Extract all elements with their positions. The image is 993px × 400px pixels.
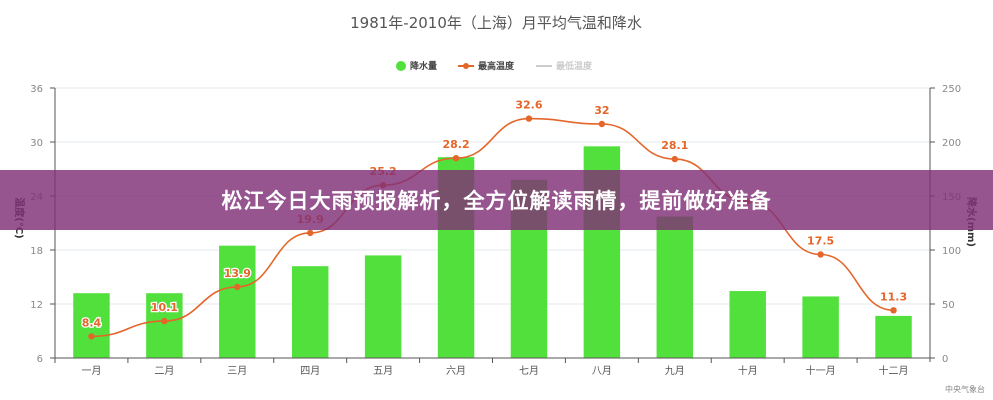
temp-data-label: 32 — [594, 104, 609, 117]
temp-point — [671, 155, 678, 163]
precip-bar — [656, 216, 694, 358]
x-tick-label: 一月 — [81, 365, 101, 377]
x-tick-label: 三月 — [227, 365, 247, 377]
temp-data-label: 28.2 — [442, 138, 469, 151]
chart-title: 1981年-2010年（上海）月平均气温和降水 — [350, 14, 642, 32]
legend-max-temp-label[interactable]: 最高温度 — [478, 60, 515, 72]
credit: 中央气象台 — [945, 384, 985, 394]
y-left-tick-label: 6 — [37, 354, 43, 365]
y-right-tick-label: 50 — [942, 300, 955, 311]
temp-point — [817, 251, 824, 258]
y-right-tick-label: 250 — [942, 84, 961, 95]
x-tick-label: 八月 — [592, 365, 612, 377]
precip-bar — [802, 296, 839, 358]
precip-bar — [219, 245, 256, 358]
temp-point — [452, 155, 460, 162]
y-left-tick-label: 18 — [30, 246, 43, 257]
legend-bar-marker — [396, 61, 406, 71]
precip-bar — [729, 291, 766, 358]
x-tick-label: 六月 — [446, 365, 466, 377]
precip-bar — [875, 315, 912, 358]
x-tick-label: 十二月 — [879, 364, 909, 377]
x-tick-label: 九月 — [665, 365, 685, 377]
temp-data-label: 13.9 — [224, 267, 251, 280]
legend[interactable]: 降水量 最高温度 最低温度 — [396, 60, 593, 72]
x-tick-label: 十一月 — [806, 364, 836, 377]
y-left-tick-label: 30 — [30, 138, 43, 149]
x-tick-label: 四月 — [300, 365, 320, 377]
headline-text: 松江今日大雨预报解析，全方位解读雨情，提前做好准备 — [221, 189, 772, 213]
x-tick-label: 五月 — [373, 365, 393, 377]
legend-min-temp-label[interactable]: 最低温度 — [556, 60, 593, 72]
temp-point — [525, 115, 533, 122]
temp-point — [234, 283, 241, 291]
temp-data-label: 8.4 — [82, 316, 102, 329]
temp-data-label: 28.1 — [661, 139, 688, 152]
bars — [73, 146, 912, 358]
y-left-tick-label: 12 — [30, 300, 43, 311]
y-right-tick-label: 100 — [942, 246, 961, 257]
y-left-tick-label: 36 — [30, 84, 43, 95]
headline-banner: 松江今日大雨预报解析，全方位解读雨情，提前做好准备 — [0, 170, 993, 230]
temp-point — [307, 229, 314, 237]
y-right-tick-label: 0 — [942, 354, 948, 365]
precip-bar — [73, 293, 110, 358]
precip-bar — [146, 293, 183, 358]
temp-point — [598, 120, 606, 128]
legend-line-dot — [463, 63, 469, 69]
temp-data-label: 17.5 — [807, 235, 834, 248]
temp-data-label: 32.6 — [515, 99, 542, 112]
temp-data-label: 11.3 — [880, 290, 907, 303]
precip-bar — [364, 255, 402, 358]
temp-point — [161, 317, 168, 325]
precip-bar — [291, 266, 329, 358]
x-tick-label: 七月 — [519, 365, 539, 377]
legend-precip-label[interactable]: 降水量 — [410, 60, 437, 72]
x-tick-label: 二月 — [154, 365, 174, 377]
x-tick-label: 十月 — [738, 364, 758, 377]
temp-point — [890, 307, 897, 314]
temp-point — [88, 333, 95, 340]
temp-data-label: 10.1 — [151, 301, 178, 314]
y-right-tick-label: 200 — [942, 138, 961, 149]
